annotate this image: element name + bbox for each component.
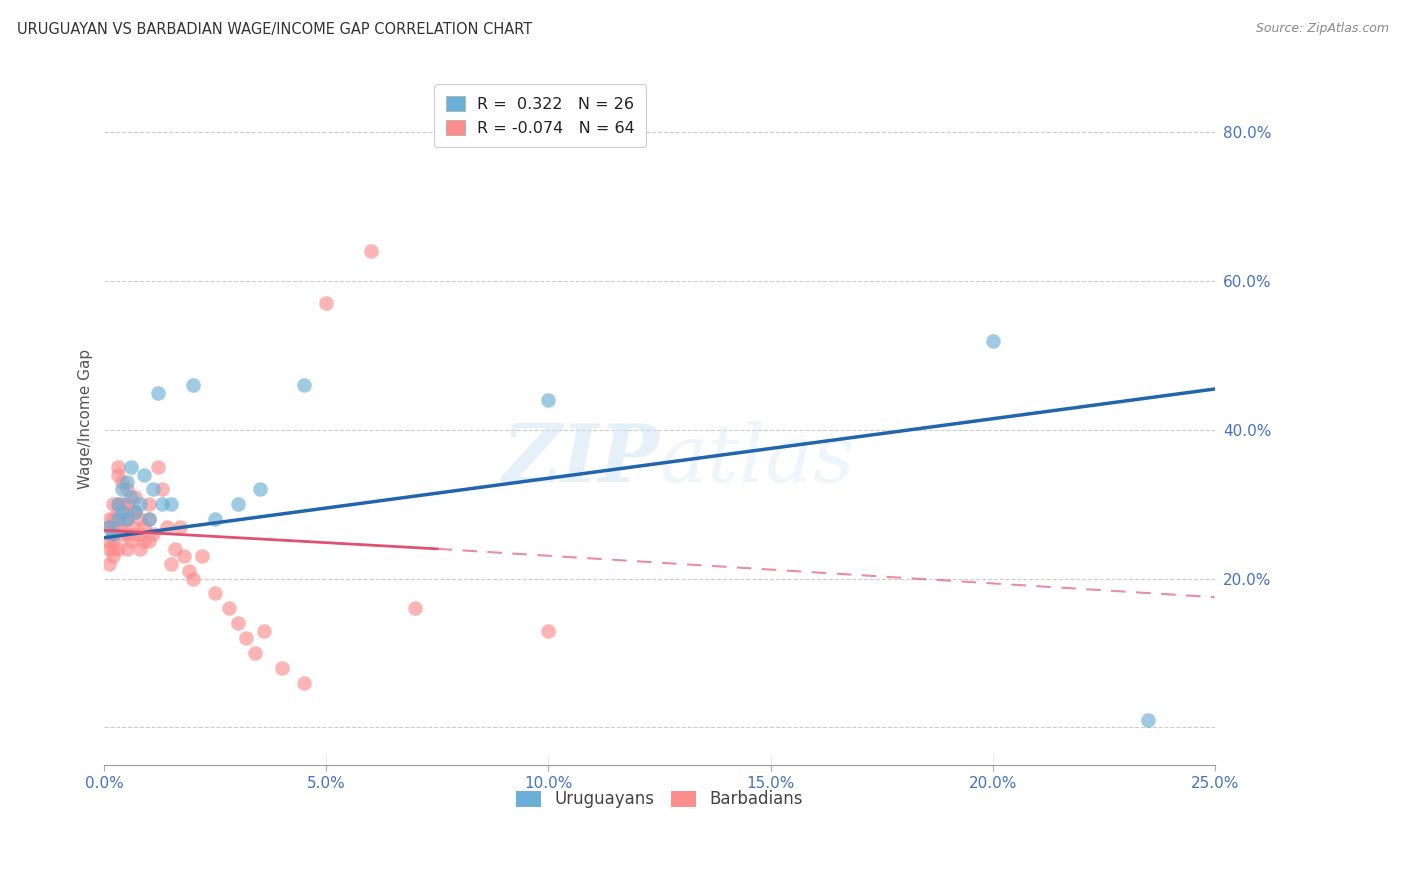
Point bbox=[107, 519, 129, 533]
Point bbox=[226, 616, 249, 631]
Point bbox=[97, 512, 120, 526]
Point bbox=[315, 296, 337, 310]
Point bbox=[134, 519, 156, 533]
Point bbox=[129, 512, 152, 526]
Point bbox=[142, 483, 165, 497]
Point bbox=[97, 519, 120, 533]
Point bbox=[120, 490, 142, 504]
Point bbox=[245, 646, 267, 660]
Point bbox=[134, 467, 156, 482]
Point bbox=[107, 505, 129, 519]
Point bbox=[115, 512, 138, 526]
Point bbox=[103, 541, 125, 556]
Point bbox=[177, 564, 200, 578]
Point bbox=[271, 661, 294, 675]
Point bbox=[150, 483, 173, 497]
Point bbox=[165, 541, 187, 556]
Point bbox=[155, 519, 177, 533]
Point bbox=[173, 549, 195, 564]
Point bbox=[253, 624, 276, 638]
Point bbox=[107, 541, 129, 556]
Point bbox=[97, 541, 120, 556]
Point bbox=[191, 549, 214, 564]
Point bbox=[204, 586, 226, 600]
Point bbox=[115, 541, 138, 556]
Point bbox=[150, 497, 173, 511]
Point bbox=[138, 497, 160, 511]
Point bbox=[129, 527, 152, 541]
Point bbox=[292, 675, 315, 690]
Point bbox=[103, 497, 125, 511]
Point bbox=[138, 512, 160, 526]
Point bbox=[107, 512, 129, 526]
Point bbox=[124, 527, 146, 541]
Legend: Uruguayans, Barbadians: Uruguayans, Barbadians bbox=[509, 784, 810, 815]
Point bbox=[120, 534, 142, 549]
Point bbox=[103, 534, 125, 549]
Point bbox=[160, 497, 183, 511]
Point bbox=[146, 385, 169, 400]
Point bbox=[103, 527, 125, 541]
Y-axis label: Wage/Income Gap: Wage/Income Gap bbox=[79, 349, 93, 489]
Point bbox=[138, 534, 160, 549]
Point bbox=[107, 467, 129, 482]
Point bbox=[115, 527, 138, 541]
Point bbox=[360, 244, 382, 259]
Point bbox=[103, 527, 125, 541]
Point bbox=[129, 497, 152, 511]
Point bbox=[103, 549, 125, 564]
Point bbox=[97, 557, 120, 571]
Point bbox=[160, 557, 183, 571]
Point bbox=[107, 497, 129, 511]
Point bbox=[111, 505, 134, 519]
Point bbox=[404, 601, 426, 615]
Point bbox=[124, 490, 146, 504]
Point bbox=[134, 534, 156, 549]
Point bbox=[120, 460, 142, 475]
Text: ZIP: ZIP bbox=[502, 422, 659, 499]
Point bbox=[169, 519, 191, 533]
Point bbox=[124, 505, 146, 519]
Point bbox=[249, 483, 271, 497]
Point bbox=[138, 512, 160, 526]
Point bbox=[120, 505, 142, 519]
Point bbox=[115, 512, 138, 526]
Point bbox=[981, 334, 1004, 348]
Point bbox=[107, 497, 129, 511]
Point bbox=[146, 460, 169, 475]
Point bbox=[111, 497, 134, 511]
Point bbox=[537, 393, 560, 408]
Point bbox=[115, 475, 138, 489]
Point bbox=[115, 497, 138, 511]
Point bbox=[1137, 713, 1160, 727]
Point bbox=[115, 483, 138, 497]
Point bbox=[129, 541, 152, 556]
Point bbox=[103, 519, 125, 533]
Text: atlas: atlas bbox=[659, 422, 855, 499]
Point bbox=[120, 519, 142, 533]
Point bbox=[107, 460, 129, 475]
Point bbox=[537, 624, 560, 638]
Point bbox=[97, 534, 120, 549]
Point bbox=[181, 572, 204, 586]
Point bbox=[97, 519, 120, 533]
Point bbox=[204, 512, 226, 526]
Point bbox=[235, 631, 257, 645]
Point bbox=[142, 527, 165, 541]
Point bbox=[111, 527, 134, 541]
Point bbox=[111, 483, 134, 497]
Point bbox=[292, 378, 315, 392]
Text: Source: ZipAtlas.com: Source: ZipAtlas.com bbox=[1256, 22, 1389, 36]
Text: URUGUAYAN VS BARBADIAN WAGE/INCOME GAP CORRELATION CHART: URUGUAYAN VS BARBADIAN WAGE/INCOME GAP C… bbox=[17, 22, 531, 37]
Point bbox=[181, 378, 204, 392]
Point bbox=[111, 475, 134, 489]
Point bbox=[226, 497, 249, 511]
Point bbox=[218, 601, 240, 615]
Point bbox=[124, 505, 146, 519]
Point bbox=[103, 512, 125, 526]
Point bbox=[111, 512, 134, 526]
